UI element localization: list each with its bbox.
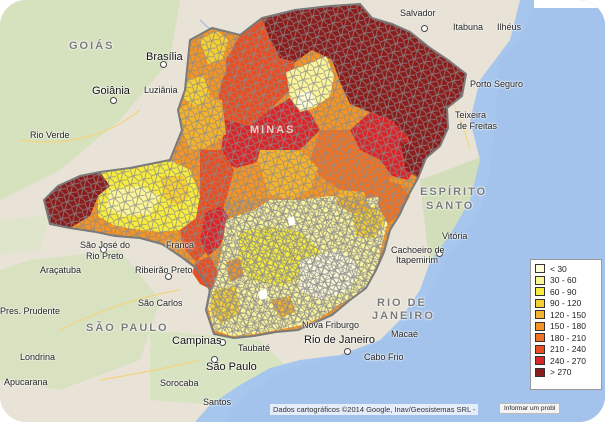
legend-swatch xyxy=(535,275,545,285)
legend-label: < 30 xyxy=(550,263,567,274)
label-franca: Franca xyxy=(166,240,195,250)
label-ribeirao: Ribeirão Preto xyxy=(135,265,193,275)
legend-item: 180 - 210 xyxy=(535,332,597,344)
legend-item: 30 - 60 xyxy=(535,275,597,287)
legend-item: 240 - 270 xyxy=(535,355,597,367)
label-rio-state-2: JANEIRO xyxy=(372,310,435,322)
label-teixeira: Teixeira xyxy=(455,110,487,120)
label-minas-state: MINAS xyxy=(250,124,296,136)
label-rio-verde: Rio Verde xyxy=(30,130,70,140)
brasilia-marker[interactable] xyxy=(160,61,167,68)
legend-label: 240 - 270 xyxy=(550,355,586,366)
label-goias-state: GOIÁS xyxy=(69,40,115,52)
ribeirao-marker[interactable] xyxy=(165,273,172,280)
legend-label: 90 - 120 xyxy=(550,298,582,309)
legend-label: > 270 xyxy=(550,367,572,378)
label-santo: SANTO xyxy=(426,200,475,212)
label-porto-seguro: Porto Seguro xyxy=(470,79,524,89)
label-de-freitas: de Freitas xyxy=(457,121,498,131)
legend-swatch xyxy=(535,298,545,308)
sao-paulo-marker[interactable] xyxy=(211,356,218,363)
label-rio: Rio de Janeiro xyxy=(304,334,375,346)
legend-label: 210 - 240 xyxy=(550,344,586,355)
vitoria-marker[interactable] xyxy=(436,250,443,257)
label-rio-state-1: RIO DE xyxy=(377,297,427,309)
legend-label: 180 - 210 xyxy=(550,332,586,343)
label-sao-paulo: São Paulo xyxy=(206,361,257,373)
label-apucarana: Apucarana xyxy=(4,377,48,387)
legend-label: 150 - 180 xyxy=(550,321,586,332)
label-cabo-frio: Cabo Frio xyxy=(364,352,404,362)
legend-item: > 270 xyxy=(535,367,597,379)
map-attribution: Dados cartográficos ©2014 Google, Inav/G… xyxy=(270,404,479,415)
report-problem-link[interactable]: Informar um probl xyxy=(499,403,561,414)
label-brasilia: Brasília xyxy=(146,51,183,63)
legend-swatch xyxy=(535,321,545,331)
legend-item: < 30 xyxy=(535,263,597,275)
label-macae: Macaé xyxy=(391,329,419,339)
label-sorocaba: Sorocaba xyxy=(160,378,199,388)
legend-swatch xyxy=(535,287,545,297)
legend-item: 210 - 240 xyxy=(535,344,597,356)
legend-label: 120 - 150 xyxy=(550,309,586,320)
label-sao-paulo-state: SÃO PAULO xyxy=(86,322,169,334)
legend-swatch xyxy=(535,264,545,274)
map-legend: < 30 30 - 60 60 - 90 90 - 120 120 - 150 150 -… xyxy=(530,259,602,390)
legend-item: 120 - 150 xyxy=(535,309,597,321)
salvador-marker[interactable] xyxy=(421,25,428,32)
legend-item: 90 - 120 xyxy=(535,298,597,310)
label-salvador: Salvador xyxy=(400,8,436,18)
label-nova-friburgo: Nova Friburgo xyxy=(302,320,360,330)
label-santos: Santos xyxy=(203,397,232,407)
legend-item: 60 - 90 xyxy=(535,286,597,298)
label-itabuna: Itabuna xyxy=(453,22,484,32)
label-taubate: Taubaté xyxy=(238,343,271,353)
label-espirito: ESPÍRITO xyxy=(420,186,488,198)
legend-swatch xyxy=(535,356,545,366)
legend-item: 150 - 180 xyxy=(535,321,597,333)
rio-marker[interactable] xyxy=(344,348,351,355)
label-sao-carlos: São Carlos xyxy=(138,298,183,308)
sao-jose-marker[interactable] xyxy=(100,246,107,253)
legend-swatch xyxy=(535,310,545,320)
top-control-strip xyxy=(534,0,605,8)
legend-label: 30 - 60 xyxy=(550,275,577,286)
goiania-marker[interactable] xyxy=(110,97,117,104)
campinas-marker[interactable] xyxy=(219,339,226,346)
label-sao-jose: São José do xyxy=(80,240,131,250)
legend-swatch xyxy=(535,344,545,354)
label-londrina: Londrina xyxy=(20,352,56,362)
label-ilheus: Ilhéus xyxy=(497,22,522,32)
label-vitoria: Vitória xyxy=(442,231,468,241)
label-cachoeiro: Cachoeiro de xyxy=(391,245,445,255)
legend-label: 60 - 90 xyxy=(550,286,577,297)
label-aracatuba: Araçatuba xyxy=(40,265,82,275)
label-luziania: Luziânia xyxy=(144,85,178,95)
label-pres-prudente: Pres. Prudente xyxy=(0,306,61,316)
label-rio-preto: Rio Preto xyxy=(86,251,124,261)
label-campinas: Campinas xyxy=(172,335,222,347)
label-itapemirim: Itapemirim xyxy=(396,255,439,265)
label-goiania: Goiânia xyxy=(92,85,130,97)
legend-swatch xyxy=(535,333,545,343)
legend-swatch xyxy=(535,367,545,377)
